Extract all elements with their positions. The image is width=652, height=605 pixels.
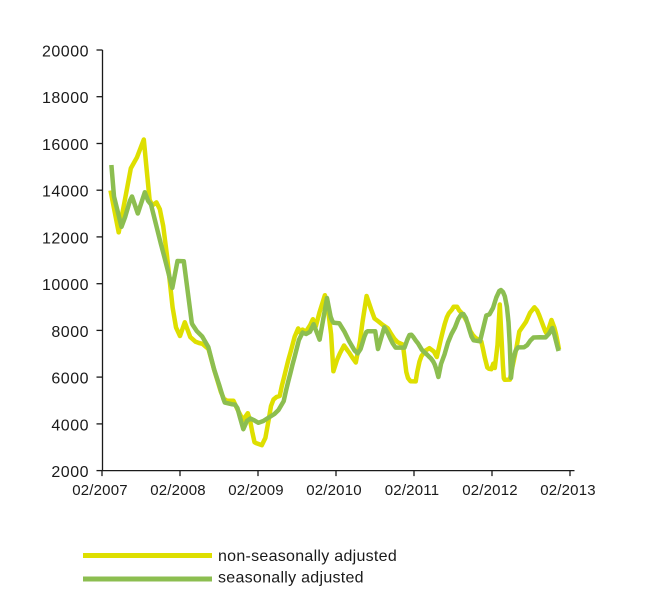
svg-text:02/2011: 02/2011: [385, 482, 440, 499]
svg-text:2000: 2000: [51, 464, 89, 481]
svg-text:02/2007: 02/2007: [72, 482, 128, 499]
svg-text:6000: 6000: [51, 371, 89, 388]
svg-text:14000: 14000: [42, 184, 89, 201]
svg-text:02/2010: 02/2010: [306, 482, 362, 499]
svg-text:20000: 20000: [42, 44, 89, 61]
svg-text:02/2008: 02/2008: [150, 482, 206, 499]
svg-text:16000: 16000: [42, 137, 89, 154]
svg-text:02/2012: 02/2012: [462, 482, 518, 499]
svg-text:18000: 18000: [42, 90, 89, 107]
svg-text:non-seasonally adjusted: non-seasonally adjusted: [218, 548, 397, 565]
svg-text:8000: 8000: [51, 324, 89, 341]
svg-text:02/2013: 02/2013: [540, 482, 596, 499]
svg-text:12000: 12000: [42, 230, 89, 247]
svg-text:10000: 10000: [42, 277, 89, 294]
svg-text:02/2009: 02/2009: [228, 482, 284, 499]
svg-text:4000: 4000: [51, 417, 89, 434]
svg-text:seasonally adjusted: seasonally adjusted: [218, 570, 364, 587]
